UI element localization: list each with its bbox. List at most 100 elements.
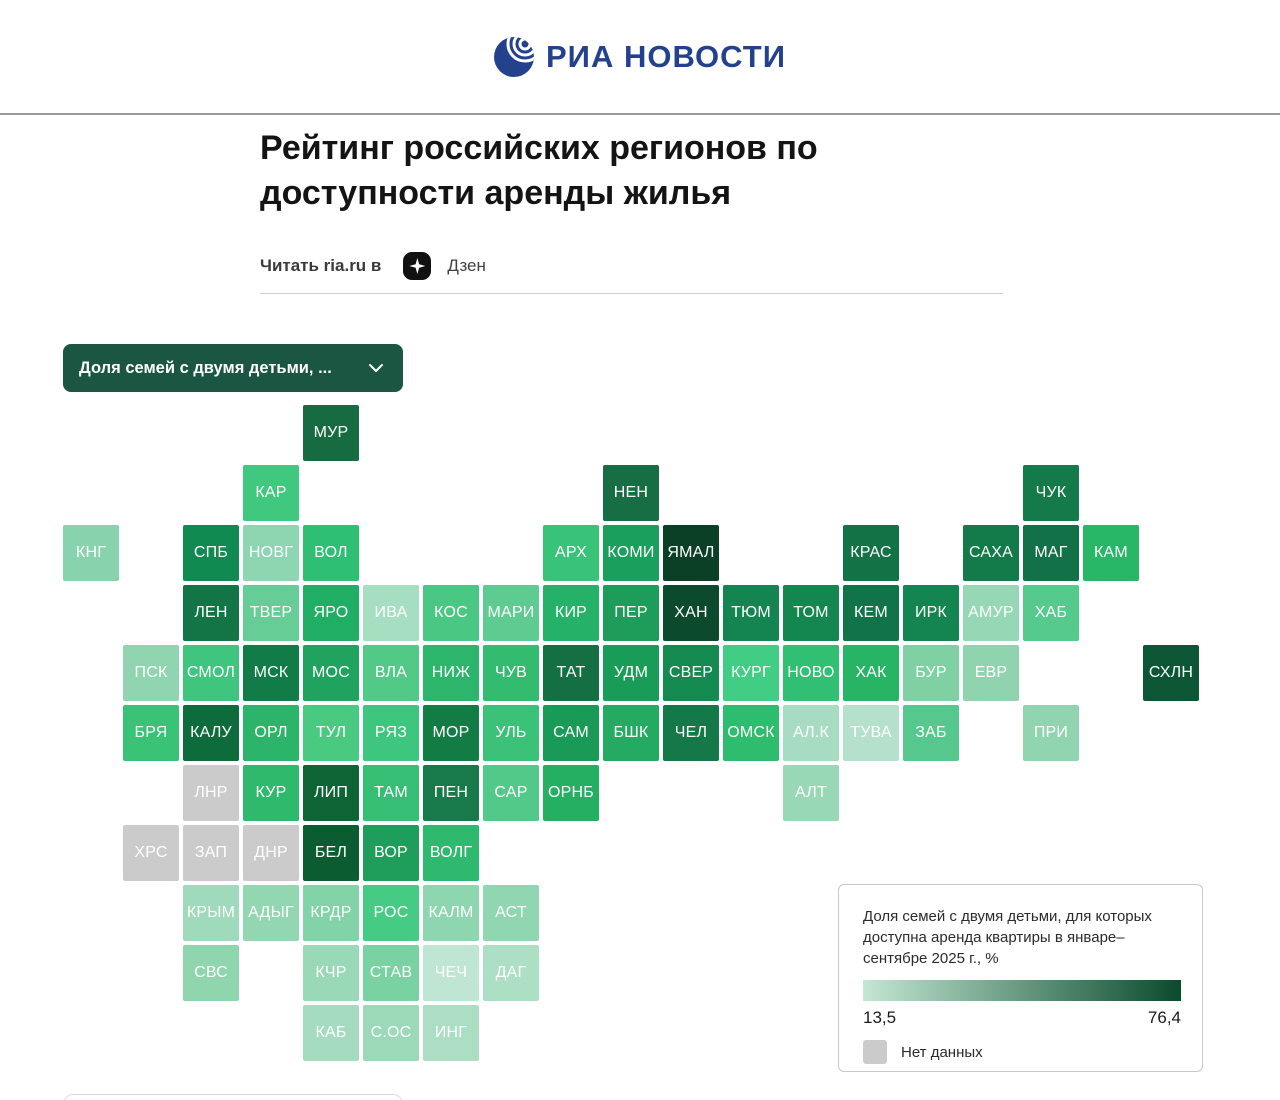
region-tile-КАЛМ[interactable]: КАЛМ xyxy=(423,885,479,941)
region-tile-ХРС-no-data[interactable]: ХРС xyxy=(123,825,179,881)
region-tile-СМОЛ[interactable]: СМОЛ xyxy=(183,645,239,701)
region-tile-ЗАП-no-data[interactable]: ЗАП xyxy=(183,825,239,881)
dzen-icon xyxy=(403,252,432,280)
region-tile-БЕЛ[interactable]: БЕЛ xyxy=(303,825,359,881)
region-tile-НОВГ[interactable]: НОВГ xyxy=(243,525,299,581)
region-tile-СВЕР[interactable]: СВЕР xyxy=(663,645,719,701)
four-pointed-star-icon xyxy=(409,258,426,274)
region-tile-УДМ[interactable]: УДМ xyxy=(603,645,659,701)
region-tile-МАРИ[interactable]: МАРИ xyxy=(483,585,539,641)
region-tile-СТАВ[interactable]: СТАВ xyxy=(363,945,419,1001)
region-tile-НЕН[interactable]: НЕН xyxy=(603,465,659,521)
region-tile-ЧЕЧ[interactable]: ЧЕЧ xyxy=(423,945,479,1001)
region-tile-ОРНБ[interactable]: ОРНБ xyxy=(543,765,599,821)
region-tile-ПЕН[interactable]: ПЕН xyxy=(423,765,479,821)
region-tile-УЛЬ[interactable]: УЛЬ xyxy=(483,705,539,761)
region-tile-ТОМ[interactable]: ТОМ xyxy=(783,585,839,641)
region-tile-ПСК[interactable]: ПСК xyxy=(123,645,179,701)
region-tile-САХА[interactable]: САХА xyxy=(963,525,1019,581)
region-tile-ПЕР[interactable]: ПЕР xyxy=(603,585,659,641)
region-tile-ИВА[interactable]: ИВА xyxy=(363,585,419,641)
region-tile-КЧР[interactable]: КЧР xyxy=(303,945,359,1001)
region-tile-КУРГ[interactable]: КУРГ xyxy=(723,645,779,701)
region-tile-ЛНР-no-data[interactable]: ЛНР xyxy=(183,765,239,821)
region-tile-КНГ[interactable]: КНГ xyxy=(63,525,119,581)
region-tile-С.ОС[interactable]: С.ОС xyxy=(363,1005,419,1061)
bottom-partial-box[interactable] xyxy=(63,1094,403,1100)
region-tile-НИЖ[interactable]: НИЖ xyxy=(423,645,479,701)
region-tile-ВОЛГ[interactable]: ВОЛГ xyxy=(423,825,479,881)
region-tile-ХАН[interactable]: ХАН xyxy=(663,585,719,641)
legend-min: 13,5 xyxy=(863,1008,897,1027)
region-tile-ХАБ[interactable]: ХАБ xyxy=(1023,585,1079,641)
region-tile-ЛИП[interactable]: ЛИП xyxy=(303,765,359,821)
region-tile-ТАТ[interactable]: ТАТ xyxy=(543,645,599,701)
region-tile-ДНР-no-data[interactable]: ДНР xyxy=(243,825,299,881)
region-tile-ОМСК[interactable]: ОМСК xyxy=(723,705,779,761)
region-tile-ТЮМ[interactable]: ТЮМ xyxy=(723,585,779,641)
region-tile-РЯЗ[interactable]: РЯЗ xyxy=(363,705,419,761)
region-tile-ЯМАЛ[interactable]: ЯМАЛ xyxy=(663,525,719,581)
region-tile-ЗАБ[interactable]: ЗАБ xyxy=(903,705,959,761)
region-tile-КУР[interactable]: КУР xyxy=(243,765,299,821)
region-tile-КАР[interactable]: КАР xyxy=(243,465,299,521)
region-tile-ОРЛ[interactable]: ОРЛ xyxy=(243,705,299,761)
region-tile-ТУВА[interactable]: ТУВА xyxy=(843,705,899,761)
region-tile-НОВО[interactable]: НОВО xyxy=(783,645,839,701)
region-tile-СПБ[interactable]: СПБ xyxy=(183,525,239,581)
region-tile-МОР[interactable]: МОР xyxy=(423,705,479,761)
dzen-link[interactable]: Дзен xyxy=(403,252,486,280)
region-tile-САМ[interactable]: САМ xyxy=(543,705,599,761)
region-tile-ЧУК[interactable]: ЧУК xyxy=(1023,465,1079,521)
region-tile-МСК[interactable]: МСК xyxy=(243,645,299,701)
region-tile-АДЫГ[interactable]: АДЫГ xyxy=(243,885,299,941)
region-tile-КОМИ[interactable]: КОМИ xyxy=(603,525,659,581)
region-tile-САР[interactable]: САР xyxy=(483,765,539,821)
region-tile-СХЛН[interactable]: СХЛН xyxy=(1143,645,1199,701)
region-tile-ЕВР[interactable]: ЕВР xyxy=(963,645,1019,701)
region-tile-БУР[interactable]: БУР xyxy=(903,645,959,701)
metric-dropdown[interactable]: Доля семей с двумя детьми, ... xyxy=(63,344,403,392)
region-tile-ЧУВ[interactable]: ЧУВ xyxy=(483,645,539,701)
region-tile-КРАС[interactable]: КРАС xyxy=(843,525,899,581)
region-tile-ЧЕЛ[interactable]: ЧЕЛ xyxy=(663,705,719,761)
region-tile-КАЛУ[interactable]: КАЛУ xyxy=(183,705,239,761)
region-tile-КАБ[interactable]: КАБ xyxy=(303,1005,359,1061)
region-tile-СВС[interactable]: СВС xyxy=(183,945,239,1001)
region-tile-РОС[interactable]: РОС xyxy=(363,885,419,941)
region-tile-МУР[interactable]: МУР xyxy=(303,405,359,461)
region-tile-ДАГ[interactable]: ДАГ xyxy=(483,945,539,1001)
read-row: Читать ria.ru в Дзен xyxy=(260,252,486,280)
region-tile-ЯРО[interactable]: ЯРО xyxy=(303,585,359,641)
region-tile-АРХ[interactable]: АРХ xyxy=(543,525,599,581)
region-tile-МАГ[interactable]: МАГ xyxy=(1023,525,1079,581)
region-tile-КРЫМ[interactable]: КРЫМ xyxy=(183,885,239,941)
site-header: РИА НОВОСТИ xyxy=(0,0,1280,113)
region-tile-КАМ[interactable]: КАМ xyxy=(1083,525,1139,581)
region-tile-КЕМ[interactable]: КЕМ xyxy=(843,585,899,641)
region-tile-ВОР[interactable]: ВОР xyxy=(363,825,419,881)
region-tile-ТАМ[interactable]: ТАМ xyxy=(363,765,419,821)
region-tile-АМУР[interactable]: АМУР xyxy=(963,585,1019,641)
region-tile-АЛ.К[interactable]: АЛ.К xyxy=(783,705,839,761)
region-tile-ХАК[interactable]: ХАК xyxy=(843,645,899,701)
region-tile-ЛЕН[interactable]: ЛЕН xyxy=(183,585,239,641)
chevron-down-icon xyxy=(369,364,383,372)
region-tile-КРДР[interactable]: КРДР xyxy=(303,885,359,941)
region-tile-ИНГ[interactable]: ИНГ xyxy=(423,1005,479,1061)
region-tile-КИР[interactable]: КИР xyxy=(543,585,599,641)
region-tile-АЛТ[interactable]: АЛТ xyxy=(783,765,839,821)
region-tile-ВОЛ[interactable]: ВОЛ xyxy=(303,525,359,581)
region-tile-БШК[interactable]: БШК xyxy=(603,705,659,761)
region-tile-БРЯ[interactable]: БРЯ xyxy=(123,705,179,761)
region-tile-ПРИ[interactable]: ПРИ xyxy=(1023,705,1079,761)
brand-logo[interactable]: РИА НОВОСТИ xyxy=(493,36,786,77)
region-tile-ВЛА[interactable]: ВЛА xyxy=(363,645,419,701)
region-tile-МОС[interactable]: МОС xyxy=(303,645,359,701)
region-tile-АСТ[interactable]: АСТ xyxy=(483,885,539,941)
region-tile-ИРК[interactable]: ИРК xyxy=(903,585,959,641)
region-tile-ТУЛ[interactable]: ТУЛ xyxy=(303,705,359,761)
region-tile-КОС[interactable]: КОС xyxy=(423,585,479,641)
region-tile-ТВЕР[interactable]: ТВЕР xyxy=(243,585,299,641)
